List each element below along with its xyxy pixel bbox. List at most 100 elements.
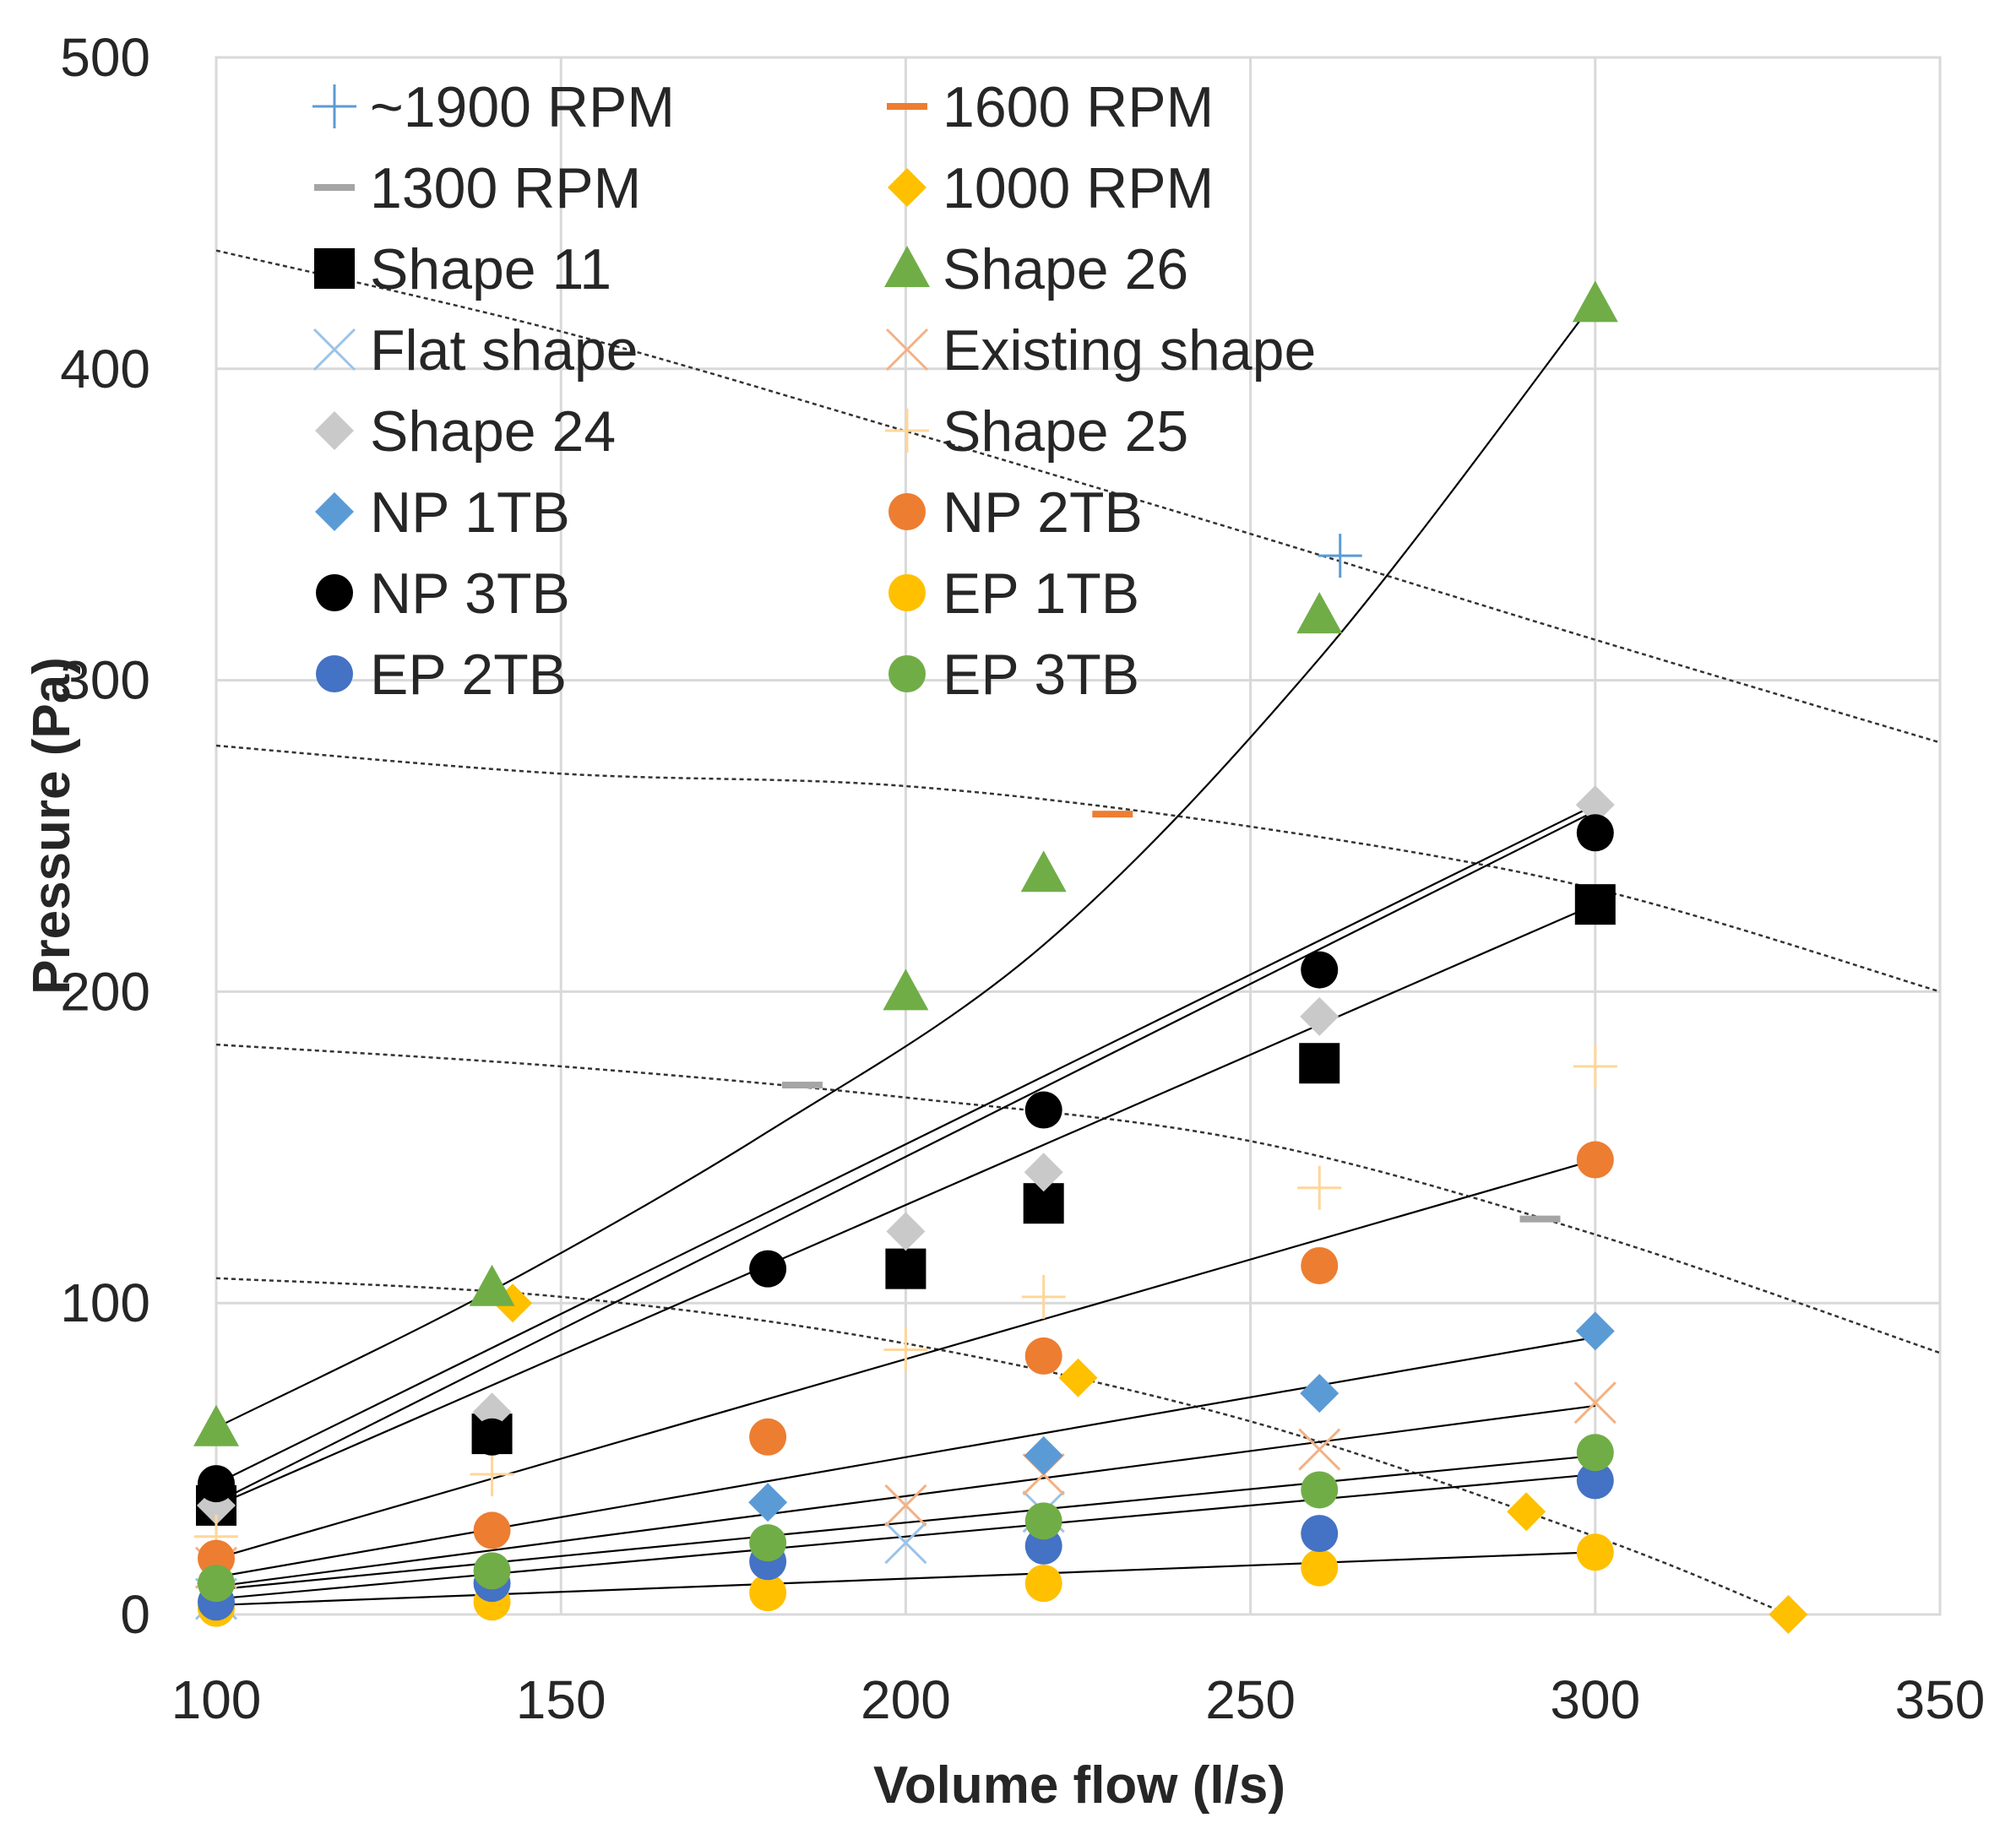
- point-np-2tb-4-shape: [1301, 1246, 1339, 1284]
- point-shape-25-3-shape: [1021, 1274, 1066, 1319]
- legend-item-1900-rpm: ~1900 RPM: [312, 75, 675, 139]
- legend-item-shape-25: Shape 25: [885, 399, 1188, 464]
- point-existing-shape-1-shape: [884, 1484, 927, 1527]
- y-tick-label-500: 500: [60, 27, 150, 88]
- point-np-1tb-1-shape: [748, 1483, 788, 1522]
- point-1600-rpm-0: [1092, 811, 1133, 818]
- legend-marker-shape-24-shape: [315, 411, 354, 450]
- point-ep-2tb-4: [1301, 1515, 1339, 1553]
- legend-marker-existing-shape: [885, 328, 929, 372]
- point-flat-shape-1-shape: [884, 1522, 927, 1565]
- point-np-3tb-3-shape: [1024, 1091, 1062, 1129]
- legend-label-flat-shape: Flat shape: [370, 318, 638, 383]
- legend-marker-np-3tb: [316, 574, 353, 611]
- legend-label-1600-rpm: 1600 RPM: [943, 75, 1214, 139]
- y-tick-label-300: 300: [60, 650, 150, 711]
- point-shape-24-4: [1300, 996, 1339, 1036]
- legend-marker-np-2tb: [888, 493, 926, 530]
- series-1300-rpm: [781, 1082, 1561, 1223]
- point-shape-26-3: [1020, 850, 1067, 893]
- point-np-3tb-5-shape: [1576, 814, 1614, 852]
- point-ep-3tb-1: [473, 1552, 511, 1590]
- point-np-3tb-1: [473, 1418, 511, 1456]
- point-1300-rpm-1: [1519, 1215, 1561, 1223]
- series-ep-3tb: [198, 1434, 1614, 1603]
- trendline-ep-3tb: [215, 1454, 1595, 1591]
- legend-item-shape-11: Shape 11: [314, 237, 611, 301]
- point-shape-24-2-shape: [886, 1212, 926, 1251]
- trendline-ep-1tb: [215, 1551, 1595, 1607]
- legend-marker-flat-shape: [312, 328, 356, 372]
- legend-marker-flat-shape-shape: [312, 328, 356, 372]
- point-ep-2tb-4-shape: [1301, 1515, 1339, 1553]
- point-np-3tb-4: [1301, 951, 1339, 989]
- point-shape-25-4: [1297, 1165, 1342, 1210]
- point-1300-rpm-0-shape: [781, 1082, 823, 1089]
- point-1300-rpm-0: [781, 1082, 823, 1089]
- point-ep-1tb-2-shape: [749, 1574, 787, 1612]
- point-shape-25-5-shape: [1573, 1044, 1617, 1088]
- fan-curve-1600-rpm: [216, 744, 1940, 993]
- legend-item-shape-24: Shape 24: [315, 399, 616, 464]
- point-shape-24-4-shape: [1300, 996, 1339, 1036]
- legend-label-shape-26: Shape 26: [943, 237, 1188, 301]
- point-ep-1tb-5: [1576, 1533, 1614, 1571]
- x-tick-label-200: 200: [861, 1669, 951, 1730]
- point-ep-1tb-4: [1301, 1549, 1339, 1587]
- point-shape-24-2: [886, 1212, 926, 1251]
- point-shape-24-3-shape: [1024, 1153, 1063, 1192]
- y-tick-label-0: 0: [120, 1584, 150, 1645]
- legend-item-flat-shape: Flat shape: [312, 318, 638, 383]
- legend: ~1900 RPM 1600 RPM 1300 RPM 1000 RPM Shape 1…: [312, 75, 1316, 707]
- point-np-2tb-2-shape: [749, 1418, 787, 1456]
- series-np-3tb: [198, 814, 1614, 1503]
- point-ep-3tb-3-shape: [1024, 1502, 1062, 1540]
- legend-marker-1600-rpm-shape: [887, 103, 927, 110]
- point-shape-26-0: [193, 1404, 239, 1446]
- point-np-2tb-3: [1024, 1337, 1062, 1375]
- point-np-2tb-2: [749, 1418, 787, 1456]
- point-shape-11-5-shape: [1574, 884, 1616, 925]
- point-shape-25-2: [883, 1327, 928, 1372]
- legend-marker-1000-rpm-shape: [888, 168, 926, 207]
- point-shape-25-2-shape: [883, 1327, 928, 1372]
- point-ep-3tb-4-shape: [1301, 1471, 1339, 1509]
- point-np-1tb-2-shape: [1024, 1435, 1063, 1475]
- legend-marker-1900-rpm-shape: [312, 84, 356, 128]
- point-np-3tb-2: [749, 1250, 787, 1288]
- point-np-2tb-5-shape: [1576, 1141, 1614, 1179]
- point-shape-26-1-shape: [469, 1264, 515, 1306]
- point-existing-shape-3: [1298, 1428, 1341, 1471]
- point-shape-25-1-shape: [470, 1452, 514, 1497]
- legend-item-np-1tb: NP 1TB: [315, 480, 570, 545]
- point-1000-rpm-1: [1058, 1358, 1098, 1397]
- point-ep-3tb-0: [198, 1565, 235, 1603]
- legend-marker-np-1tb-shape: [315, 492, 354, 531]
- point-np-3tb-0: [198, 1465, 235, 1503]
- legend-label-ep-2tb: EP 2TB: [370, 643, 567, 707]
- legend-label-shape-25: Shape 25: [943, 399, 1188, 464]
- point-existing-shape-4-shape: [1573, 1381, 1617, 1424]
- point-shape-24-5-shape: [1575, 785, 1615, 825]
- trendline-shape-11: [215, 903, 1596, 1506]
- fan-curve-1300-rpm: [216, 1043, 1940, 1354]
- legend-label-shape-24: Shape 24: [370, 399, 616, 464]
- legend-marker-ep-1tb-shape: [888, 574, 926, 611]
- point-np-2tb-4: [1301, 1246, 1339, 1284]
- point-ep-3tb-3: [1024, 1502, 1062, 1540]
- x-tick-label-150: 150: [516, 1669, 606, 1730]
- point-shape-26-4-shape: [1296, 592, 1343, 634]
- series-shape-26: [193, 280, 1618, 1446]
- point-ep-3tb-1-shape: [473, 1552, 511, 1590]
- point-np-1tb-3-shape: [1300, 1374, 1339, 1413]
- point-np-3tb-5: [1576, 814, 1614, 852]
- point-shape-26-5-shape: [1572, 280, 1618, 323]
- legend-label-np-2tb: NP 2TB: [943, 480, 1143, 545]
- trendline-np-3tb: [215, 804, 1596, 1485]
- point-1900-rpm-0: [1318, 534, 1362, 578]
- point-flat-shape-1: [884, 1522, 927, 1565]
- point-ep-2tb-5: [1576, 1462, 1614, 1500]
- legend-item-np-3tb: NP 3TB: [316, 562, 570, 626]
- point-shape-26-3-shape: [1020, 850, 1067, 893]
- point-ep-3tb-4: [1301, 1471, 1339, 1509]
